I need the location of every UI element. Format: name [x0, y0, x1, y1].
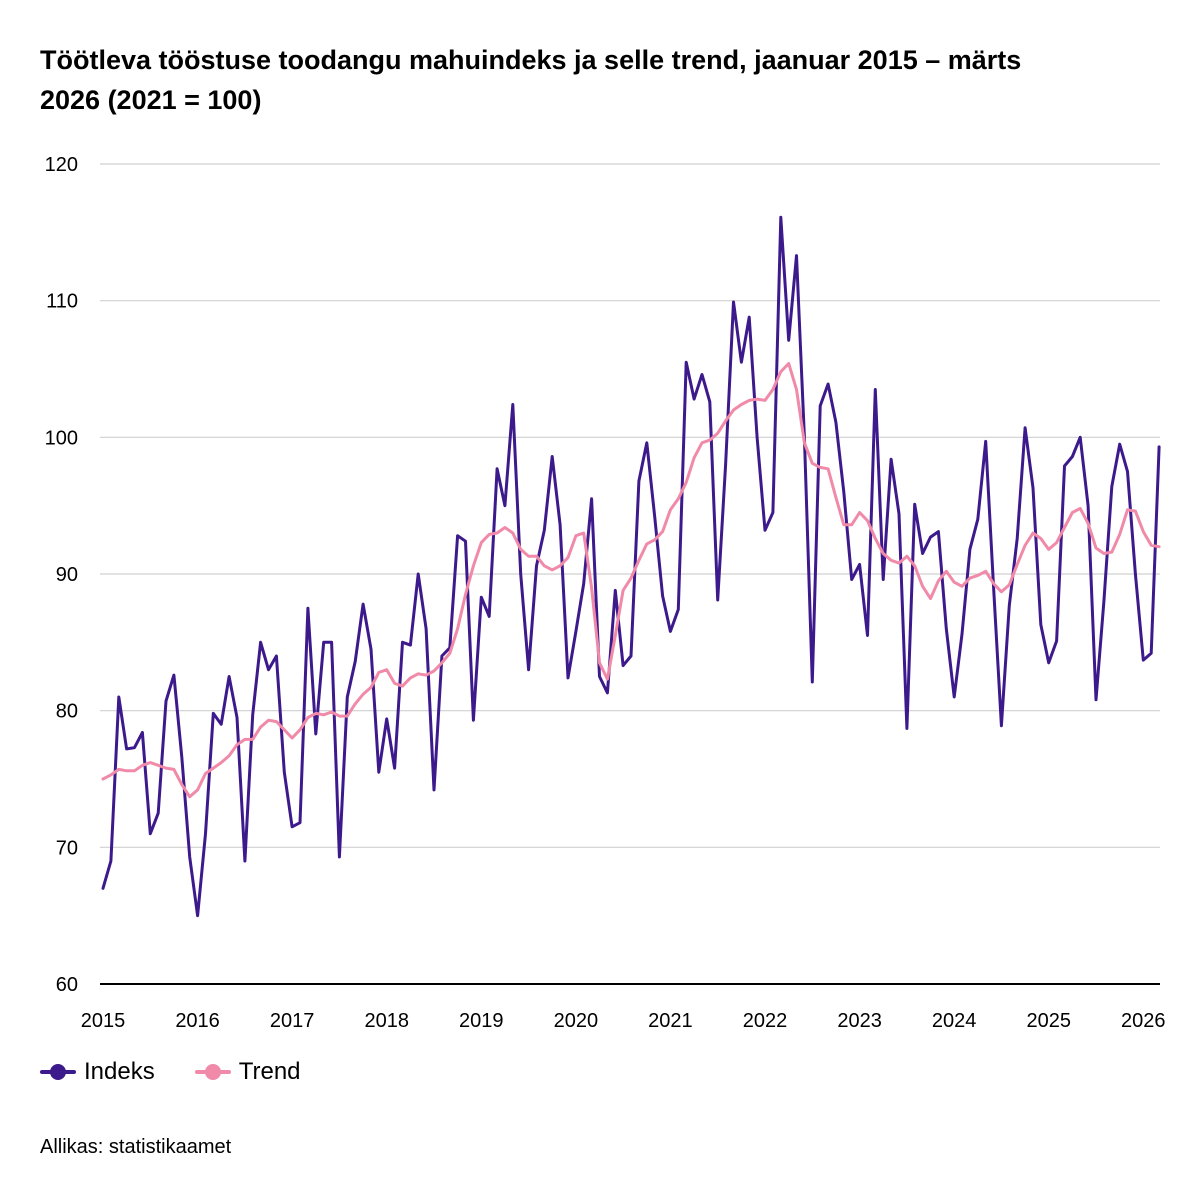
x-tick-label-2015: 2015 — [81, 1010, 126, 1032]
legend-swatch-trend — [194, 1064, 231, 1080]
series-line-trend — [101, 362, 1161, 799]
x-tick-label-2018: 2018 — [364, 1010, 409, 1032]
y-tick-label-100: 100 — [45, 427, 78, 449]
x-tick-label-2016: 2016 — [175, 1010, 220, 1032]
y-tick-label-110: 110 — [46, 291, 78, 313]
x-tick-label-2023: 2023 — [837, 1010, 882, 1032]
x-tick-label-2024: 2024 — [932, 1010, 977, 1032]
legend-item-indeks[interactable]: Indeks — [40, 1058, 155, 1086]
chart-title: Töötleva tööstuse toodangu mahuindeks ja… — [40, 40, 1200, 120]
x-tick-label-2025: 2025 — [1026, 1010, 1071, 1032]
source-note: Allikas: statistikaamet — [40, 1136, 232, 1158]
x-tick-label-2017: 2017 — [270, 1010, 315, 1032]
y-tick-label-60: 60 — [56, 974, 78, 996]
series-lines — [101, 215, 1161, 918]
chart-title-line-1: Töötleva tööstuse toodangu mahuindeks ja… — [40, 45, 1022, 75]
x-tick-label-2026: 2026 — [1121, 1010, 1166, 1032]
y-tick-label-80: 80 — [56, 701, 78, 723]
x-tick-label-2022: 2022 — [743, 1010, 788, 1032]
legend-label-trend: Trend — [238, 1058, 301, 1085]
chart-title-line-2: 2026 (2021 = 100) — [40, 85, 262, 115]
legend-item-trend[interactable]: Trend — [194, 1058, 301, 1086]
y-tick-label-90: 90 — [56, 564, 78, 586]
x-axis: 2015 2016 2017 2018 2019 2020 2021 2022 2023 2024… — [81, 983, 1166, 1032]
x-tick-label-2021: 2021 — [648, 1010, 693, 1032]
legend: Indeks Trend — [40, 1058, 341, 1086]
x-tick-label-2019: 2019 — [459, 1010, 504, 1032]
series-line-indeks — [101, 215, 1161, 918]
y-tick-label-70: 70 — [56, 837, 78, 859]
x-tick-label-2020: 2020 — [554, 1010, 599, 1032]
y-axis: 60 70 80 90 100 110 120 — [45, 154, 78, 996]
y-tick-label-120: 120 — [45, 154, 78, 176]
grid-lines — [100, 163, 1160, 848]
legend-label-indeks: Indeks — [84, 1058, 155, 1085]
legend-swatch-indeks — [40, 1064, 76, 1080]
